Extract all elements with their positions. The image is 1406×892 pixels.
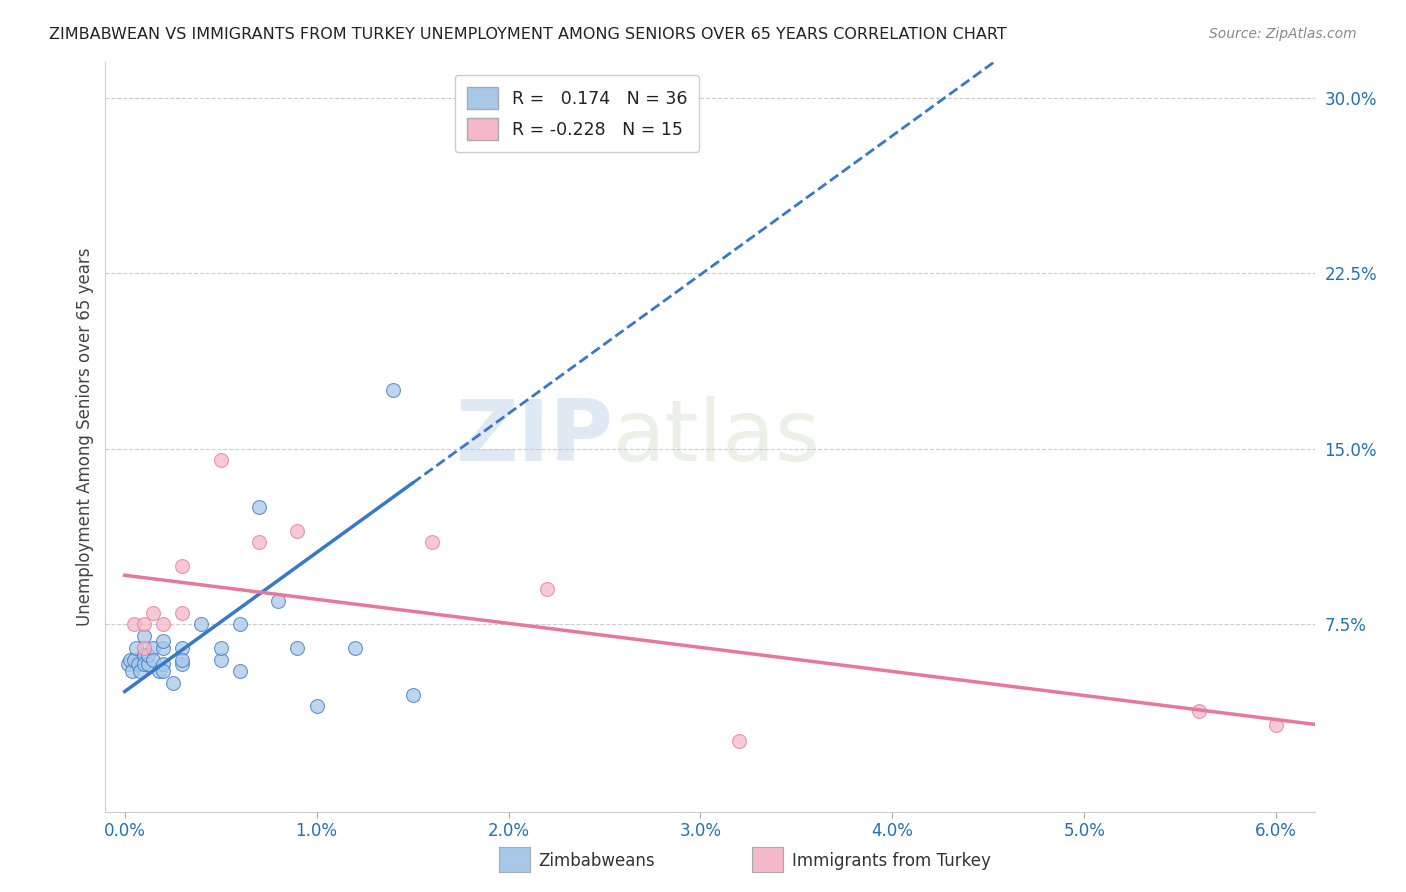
Point [209,453,232,467]
Point [142,640,165,655]
Point [287,640,309,655]
Point [122,617,145,632]
Point [152,664,174,679]
Text: Source: ZipAtlas.com: Source: ZipAtlas.com [1209,27,1357,41]
Point [247,535,270,549]
Point [121,664,143,679]
Text: atlas: atlas [613,395,821,479]
Point [305,699,328,714]
Legend: R =   0.174   N = 36, R = -0.228   N = 15: R = 0.174 N = 36, R = -0.228 N = 15 [454,75,700,153]
Point [142,652,165,666]
Point [536,582,558,597]
Point [136,657,159,672]
Point [132,640,155,655]
Point [172,640,194,655]
Point [420,535,443,549]
Point [536,126,558,140]
Point [129,664,152,679]
Point [229,617,252,632]
Point [229,664,252,679]
Y-axis label: Unemployment Among Seniors over 65 years: Unemployment Among Seniors over 65 years [76,248,94,626]
Point [401,688,423,702]
Point [382,384,405,398]
Point [267,594,290,608]
Text: ZIP: ZIP [456,395,613,479]
Point [209,652,232,666]
Point [287,524,309,538]
Point [1188,704,1211,718]
Point [162,676,184,690]
Text: Immigrants from Turkey: Immigrants from Turkey [792,852,990,870]
Point [132,629,155,643]
Text: Zimbabweans: Zimbabweans [538,852,655,870]
Point [172,652,194,666]
Text: ZIMBABWEAN VS IMMIGRANTS FROM TURKEY UNEMPLOYMENT AMONG SENIORS OVER 65 YEARS CO: ZIMBABWEAN VS IMMIGRANTS FROM TURKEY UNE… [49,27,1007,42]
Point [122,652,145,666]
Point [190,617,212,632]
Point [127,657,149,672]
Point [142,606,165,620]
Point [125,640,148,655]
Point [172,657,194,672]
Point [343,640,366,655]
Point [1265,718,1288,732]
Point [132,617,155,632]
Point [117,657,139,672]
Point [172,606,194,620]
Point [120,652,142,666]
Point [209,640,232,655]
Point [172,558,194,573]
Point [727,734,749,748]
Point [152,617,174,632]
Point [136,648,159,662]
Point [148,664,170,679]
Point [132,648,155,662]
Point [152,633,174,648]
Point [132,657,155,672]
Point [152,640,174,655]
Point [247,500,270,515]
Point [152,657,174,672]
